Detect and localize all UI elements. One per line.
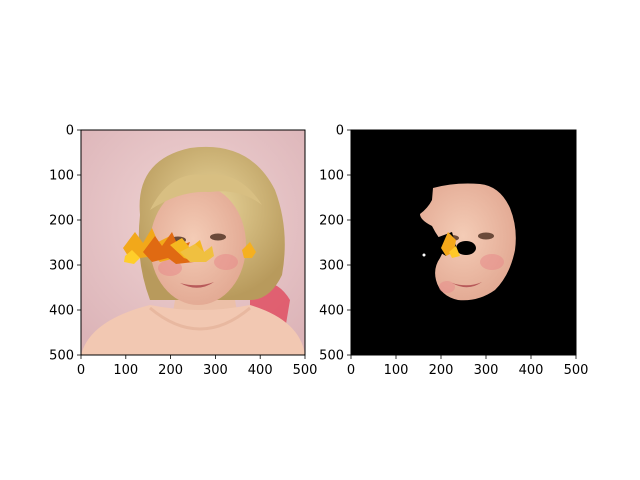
- right-xtick-label: 100: [384, 363, 409, 378]
- right-xtick-label: 200: [429, 363, 454, 378]
- right-ytick-label: 100: [319, 169, 344, 184]
- leaf-overlays: [123, 228, 256, 264]
- left-axes-frame: [80, 129, 306, 356]
- right-ytick-label: 500: [319, 349, 344, 364]
- right-ytick-label: 400: [319, 304, 344, 319]
- left-ytick-label: 400: [49, 304, 74, 319]
- left-ytick-label: 500: [49, 349, 74, 364]
- left-ytick-label: 200: [49, 214, 74, 229]
- right-xtick-label: 400: [519, 363, 544, 378]
- left-ytick-label: 0: [66, 124, 74, 139]
- portrait-image: [81, 130, 305, 355]
- mask-image: [351, 130, 576, 355]
- left-xtick-label: 100: [113, 363, 138, 378]
- left-xtick-label: 300: [203, 363, 228, 378]
- right-ytick-label: 200: [319, 214, 344, 229]
- right-xtick-label: 300: [474, 363, 499, 378]
- left-ytick-label: 300: [49, 259, 74, 274]
- right-axes-frame: [350, 129, 577, 356]
- left-xtick-label: 400: [248, 363, 273, 378]
- right-xtick-label: 0: [347, 363, 355, 378]
- left-xtick-label: 500: [293, 363, 318, 378]
- right-ytick-label: 0: [336, 124, 344, 139]
- right-xtick-label: 500: [564, 363, 589, 378]
- left-xtick-label: 0: [77, 363, 85, 378]
- right-ytick-label: 300: [319, 259, 344, 274]
- left-ytick-label: 100: [49, 169, 74, 184]
- left-xtick-label: 200: [158, 363, 183, 378]
